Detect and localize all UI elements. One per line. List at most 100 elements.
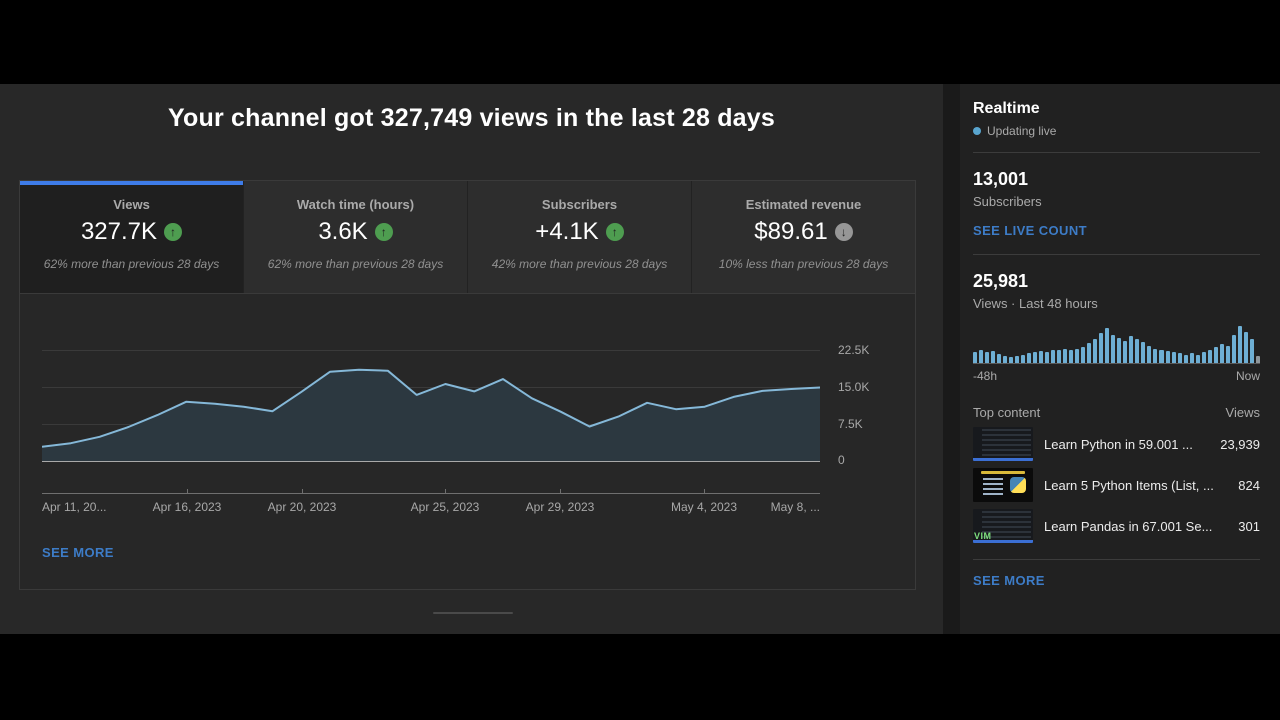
- realtime-bar[interactable]: [1063, 349, 1068, 363]
- views-48h-count: 25,981: [973, 271, 1029, 291]
- tab-value: 3.6K ↑: [318, 218, 393, 246]
- realtime-bar[interactable]: [1033, 352, 1038, 363]
- realtime-bar[interactable]: [991, 351, 996, 363]
- realtime-bar[interactable]: [1153, 349, 1158, 363]
- realtime-bar[interactable]: [1213, 347, 1218, 363]
- down-arrow-icon: ↓: [834, 223, 853, 241]
- tab-subscribers[interactable]: Subscribers +4.1K ↑ 42% more than previo…: [467, 181, 691, 293]
- realtime-bar[interactable]: [1201, 352, 1206, 363]
- up-arrow-icon: ↑: [605, 223, 624, 241]
- realtime-bar[interactable]: [1057, 350, 1062, 363]
- updating-live-status: Updating live: [973, 124, 1260, 138]
- x-axis-tick: May 8, ...: [770, 500, 820, 514]
- realtime-bar[interactable]: [1195, 355, 1200, 363]
- realtime-bar[interactable]: [1249, 339, 1254, 363]
- x-axis-tick-mark: [445, 489, 446, 493]
- x-axis-tick: Apr 16, 2023: [152, 500, 222, 514]
- line-chart-svg[interactable]: [42, 294, 820, 461]
- top-content-row[interactable]: Learn Python in 59.001 ... 23,939: [973, 427, 1260, 461]
- realtime-bar[interactable]: [997, 354, 1002, 363]
- realtime-bar[interactable]: [985, 352, 990, 363]
- realtime-bar[interactable]: [1183, 355, 1188, 363]
- tab-value: $89.61 ↓: [754, 218, 853, 246]
- realtime-bar[interactable]: [1093, 339, 1098, 363]
- realtime-bar[interactable]: [1099, 333, 1104, 363]
- thumbnail-title-bar: [981, 471, 1025, 474]
- realtime-bar[interactable]: [1075, 349, 1080, 363]
- tab-label: Views: [113, 197, 150, 212]
- tab-views[interactable]: Views 327.7K ↑ 62% more than previous 28…: [20, 181, 243, 293]
- realtime-bar[interactable]: [1219, 344, 1224, 363]
- realtime-bar[interactable]: [1207, 350, 1212, 363]
- realtime-bar[interactable]: [1141, 342, 1146, 363]
- realtime-bar[interactable]: [1015, 356, 1020, 363]
- realtime-bar[interactable]: [1081, 347, 1086, 363]
- tab-delta: 10% less than previous 28 days: [718, 257, 889, 271]
- realtime-bar[interactable]: [1243, 332, 1248, 363]
- subscribers-label: Subscribers: [973, 194, 1042, 209]
- y-axis-tick: 22.5K: [838, 343, 870, 357]
- tab-delta: 62% more than previous 28 days: [267, 257, 444, 271]
- video-title: Learn Pandas in 67.001 Se...: [1044, 518, 1213, 534]
- subscribers-count: 13,001: [973, 169, 1029, 189]
- realtime-bar[interactable]: [1177, 353, 1182, 363]
- realtime-bar[interactable]: [1147, 346, 1152, 363]
- video-views: 301: [1238, 518, 1260, 534]
- y-axis-tick: 0: [838, 453, 845, 467]
- see-more-link[interactable]: SEE MORE: [42, 545, 114, 560]
- tab-delta: 42% more than previous 28 days: [491, 257, 668, 271]
- realtime-bar[interactable]: [1051, 350, 1056, 363]
- realtime-bar[interactable]: [1087, 343, 1092, 363]
- realtime-bar[interactable]: [1231, 335, 1236, 363]
- views-48h-bar-chart[interactable]: [973, 325, 1260, 364]
- tab-estimated-revenue[interactable]: Estimated revenue $89.61 ↓ 10% less than…: [691, 181, 915, 293]
- realtime-bar[interactable]: [1027, 353, 1032, 363]
- realtime-bar[interactable]: [1105, 328, 1110, 363]
- scrollbar-handle[interactable]: [433, 612, 513, 614]
- see-more-link[interactable]: SEE MORE: [973, 573, 1045, 588]
- video-thumbnail[interactable]: [973, 427, 1033, 461]
- realtime-bar[interactable]: [1003, 356, 1008, 363]
- gridline: [42, 350, 820, 351]
- realtime-bar[interactable]: [973, 352, 978, 363]
- x-axis-tick: Apr 29, 2023: [525, 500, 595, 514]
- realtime-bar[interactable]: [1123, 341, 1128, 363]
- realtime-bar[interactable]: [1069, 350, 1074, 363]
- live-dot-icon: [973, 127, 981, 135]
- thumbnail-text-lines: [983, 478, 1003, 496]
- realtime-bar[interactable]: [1009, 357, 1014, 363]
- realtime-bar[interactable]: [979, 350, 984, 363]
- realtime-bar[interactable]: [1021, 355, 1026, 363]
- realtime-bar[interactable]: [1135, 339, 1140, 363]
- x-axis-tick: Apr 11, 20...: [42, 500, 107, 514]
- video-views: 824: [1238, 477, 1260, 493]
- realtime-bar[interactable]: [1171, 352, 1176, 363]
- views-line-chart[interactable]: 22.5K 15.0K 7.5K 0 Apr 11, 20... Apr 16,…: [20, 294, 915, 589]
- see-live-count-link[interactable]: SEE LIVE COUNT: [973, 223, 1087, 238]
- video-thumbnail[interactable]: VIM: [973, 509, 1033, 543]
- realtime-bar[interactable]: [1039, 351, 1044, 363]
- video-title: Learn 5 Python Items (List, ...: [1044, 477, 1214, 493]
- realtime-bar[interactable]: [1129, 336, 1134, 363]
- realtime-bar[interactable]: [1117, 338, 1122, 363]
- zero-gridline: [42, 461, 820, 462]
- realtime-bar[interactable]: [1111, 335, 1116, 363]
- video-thumbnail[interactable]: [973, 468, 1033, 502]
- y-axis-tick: 7.5K: [838, 417, 863, 431]
- views-column-header: Views: [1225, 405, 1260, 420]
- tab-watch-time[interactable]: Watch time (hours) 3.6K ↑ 62% more than …: [243, 181, 467, 293]
- realtime-bar[interactable]: [1159, 350, 1164, 363]
- realtime-bar[interactable]: [1189, 353, 1194, 363]
- tab-label: Subscribers: [541, 197, 618, 212]
- realtime-bar[interactable]: [1165, 351, 1170, 363]
- x-axis-tick-mark: [704, 489, 705, 493]
- key-metrics-card: Views 327.7K ↑ 62% more than previous 28…: [19, 180, 916, 590]
- realtime-bar[interactable]: [1255, 356, 1260, 363]
- x-axis-tick: -48h: [973, 369, 998, 383]
- top-content-row[interactable]: Learn 5 Python Items (List, ... 824: [973, 468, 1260, 502]
- divider: [973, 254, 1260, 255]
- realtime-bar[interactable]: [1225, 346, 1230, 363]
- top-content-row[interactable]: VIM Learn Pandas in 67.001 Se... 301: [973, 509, 1260, 543]
- realtime-bar[interactable]: [1045, 352, 1050, 363]
- realtime-bar[interactable]: [1237, 326, 1242, 363]
